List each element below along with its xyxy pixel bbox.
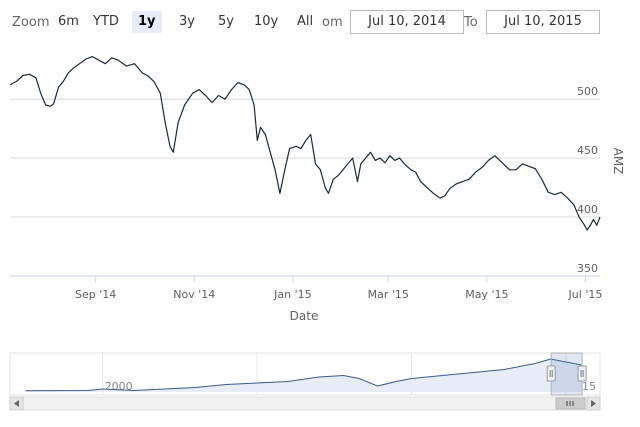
arrow-left-icon: [14, 400, 19, 407]
x-axis-ticks: Sep '14 Nov '14 Jan '15 Mar '15 May '15 Jul '…: [75, 276, 602, 301]
navigator-area: [25, 359, 582, 392]
zoom-label: Zoom: [12, 15, 50, 30]
y-tick-label: 450: [577, 144, 598, 157]
x-tick-label: Jul '15: [568, 288, 603, 301]
y-axis-title: AMZ: [611, 148, 625, 175]
x-axis-title: Date: [290, 309, 319, 323]
arrow-right-icon: [591, 400, 596, 407]
grid-lines: [10, 98, 600, 277]
range-to-input[interactable]: [486, 10, 600, 34]
price-series: [9, 56, 601, 231]
navigator-handle-left[interactable]: [546, 365, 556, 382]
x-tick-label: Sep '14: [75, 288, 116, 301]
navigator-selected-range[interactable]: [550, 352, 583, 396]
zoom-1y-button[interactable]: 1y: [132, 11, 162, 33]
navigator-line: [25, 358, 582, 392]
zoom-5y-button[interactable]: 5y: [218, 14, 234, 29]
navigator[interactable]: 2000200520102015: [9, 352, 601, 396]
y-tick-label: 350: [577, 262, 598, 275]
zoom-3y-button[interactable]: 3y: [179, 14, 195, 29]
zoom-ytd-button[interactable]: YTD: [93, 14, 119, 29]
scrollbar-track[interactable]: [9, 396, 601, 411]
y-tick-label: 500: [577, 85, 598, 98]
scrollbar[interactable]: [9, 396, 601, 411]
x-tick-label: Nov '14: [173, 288, 215, 301]
zoom-6m-button[interactable]: 6m: [58, 14, 79, 29]
range-from-label: om: [322, 15, 343, 30]
zoom-10y-button[interactable]: 10y: [254, 14, 279, 29]
range-to-label: To: [464, 15, 478, 30]
y-tick-label: 400: [577, 203, 598, 216]
range-from-input[interactable]: [350, 10, 464, 34]
navigator-handle-right[interactable]: [577, 365, 587, 382]
grip-icon: [566, 401, 574, 406]
zoom-all-button[interactable]: All: [297, 14, 314, 29]
x-tick-label: May '15: [465, 288, 508, 301]
navigator-selection[interactable]: [546, 352, 587, 396]
x-tick-label: Jan '15: [273, 288, 311, 301]
x-tick-label: Mar '15: [368, 288, 409, 301]
range-selector: Zoom 6m YTD 1y 3y 5y 10y All om To: [0, 0, 640, 44]
y-axis-ticks: 350 400 450 500: [577, 85, 598, 275]
price-line: [9, 56, 601, 231]
navigator-series: [25, 358, 582, 392]
